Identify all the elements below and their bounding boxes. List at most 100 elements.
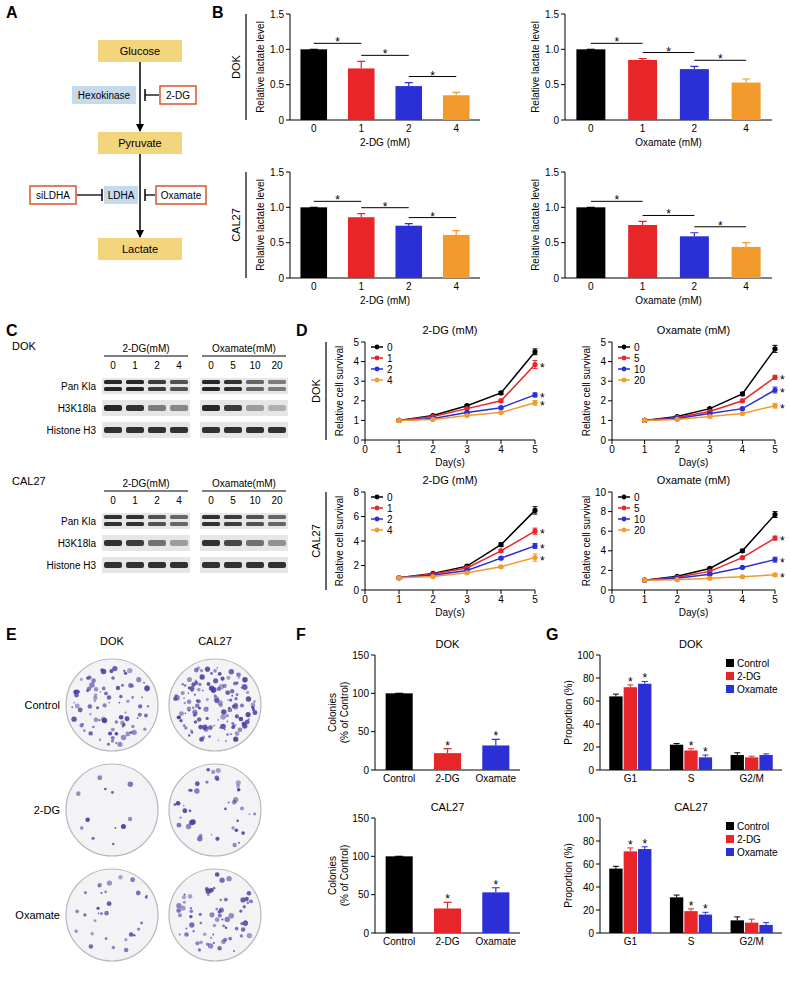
marker	[396, 575, 401, 580]
colony	[213, 678, 218, 683]
y-axis-title: (% of Control)	[339, 845, 350, 907]
band	[246, 522, 264, 526]
colony	[182, 683, 184, 685]
marker	[772, 512, 777, 517]
colony	[226, 714, 229, 717]
y-tick-label: 1	[600, 415, 606, 426]
band	[224, 515, 242, 519]
y-tick	[608, 361, 612, 362]
bar	[745, 923, 758, 933]
x-tick-label: 2	[406, 123, 412, 134]
colony	[80, 678, 83, 681]
metabolite: Pyruvate	[118, 137, 161, 149]
colony	[118, 702, 120, 704]
y-axis	[290, 172, 291, 278]
bar	[576, 207, 605, 278]
significance: *	[540, 527, 545, 541]
colony	[138, 713, 142, 717]
marker	[675, 417, 680, 422]
bar	[680, 69, 709, 120]
series-line	[399, 558, 535, 578]
colony	[216, 768, 221, 773]
plot-area	[300, 207, 469, 278]
dish	[169, 659, 261, 751]
significance: *	[780, 402, 785, 416]
x-tick-label: 0	[588, 123, 594, 134]
band	[104, 427, 122, 433]
y-tick	[596, 678, 600, 679]
x-tick-label: 4	[453, 281, 459, 292]
colony	[177, 823, 182, 828]
colony	[210, 672, 213, 675]
y-axis-title: Relative cell survival	[334, 346, 345, 437]
colony	[252, 708, 255, 711]
x-tick-label: 3	[464, 444, 470, 455]
lane-label: 2	[154, 495, 160, 506]
band	[126, 387, 144, 391]
band	[170, 387, 188, 391]
y-tick	[361, 541, 365, 542]
colony	[231, 725, 235, 729]
legend-label: 0	[634, 342, 640, 353]
marker	[772, 346, 777, 351]
error-bar	[395, 856, 403, 857]
blot-row-label: H3K18la	[58, 403, 97, 414]
colony	[233, 797, 238, 802]
band	[224, 387, 242, 391]
colony	[197, 699, 201, 703]
colony	[89, 944, 94, 949]
y-tick	[371, 894, 375, 895]
plot-area	[396, 507, 537, 581]
colony	[189, 915, 192, 918]
blot-membrane	[200, 513, 288, 529]
colony	[190, 907, 192, 909]
lane-label: 2	[154, 360, 160, 371]
band	[202, 522, 220, 526]
colony	[246, 902, 249, 905]
colony	[253, 700, 256, 703]
error-bar	[533, 361, 538, 369]
band	[224, 540, 242, 546]
lane-label: 0	[208, 360, 214, 371]
dish	[66, 659, 158, 751]
y-tick	[371, 818, 375, 819]
blot-membrane	[102, 400, 190, 416]
colony	[75, 689, 79, 693]
colony	[191, 731, 194, 734]
marker	[396, 575, 401, 580]
y-tick-label: 0.5	[545, 237, 559, 248]
lane-label: 20	[271, 495, 283, 506]
colony	[113, 737, 115, 739]
colony	[114, 827, 116, 829]
band	[170, 562, 188, 568]
colony	[221, 939, 226, 944]
legend-marker	[375, 528, 380, 533]
band	[224, 380, 242, 384]
colony	[96, 907, 99, 910]
y-tick-label: 4	[353, 536, 359, 547]
y-tick-label: 6	[353, 511, 359, 522]
legend-swatch	[726, 822, 734, 830]
y-tick-label: 40	[583, 882, 595, 893]
colony	[179, 934, 181, 936]
legend-label: Oxamate	[737, 847, 778, 858]
band	[104, 515, 122, 519]
marker	[740, 391, 745, 396]
error-bar	[734, 753, 740, 755]
colony	[129, 932, 133, 936]
colony-group	[173, 666, 257, 742]
colony	[242, 684, 247, 689]
legend-marker	[622, 367, 627, 372]
error-bar	[533, 554, 538, 561]
colony	[219, 878, 224, 883]
colony	[136, 677, 141, 682]
significance: *	[703, 902, 708, 916]
marker	[532, 529, 537, 534]
colony	[243, 921, 249, 927]
colony	[228, 708, 233, 713]
bar	[576, 49, 605, 120]
marker	[532, 400, 537, 405]
row-bracket	[325, 342, 326, 440]
colony	[188, 789, 191, 792]
band	[268, 387, 286, 391]
